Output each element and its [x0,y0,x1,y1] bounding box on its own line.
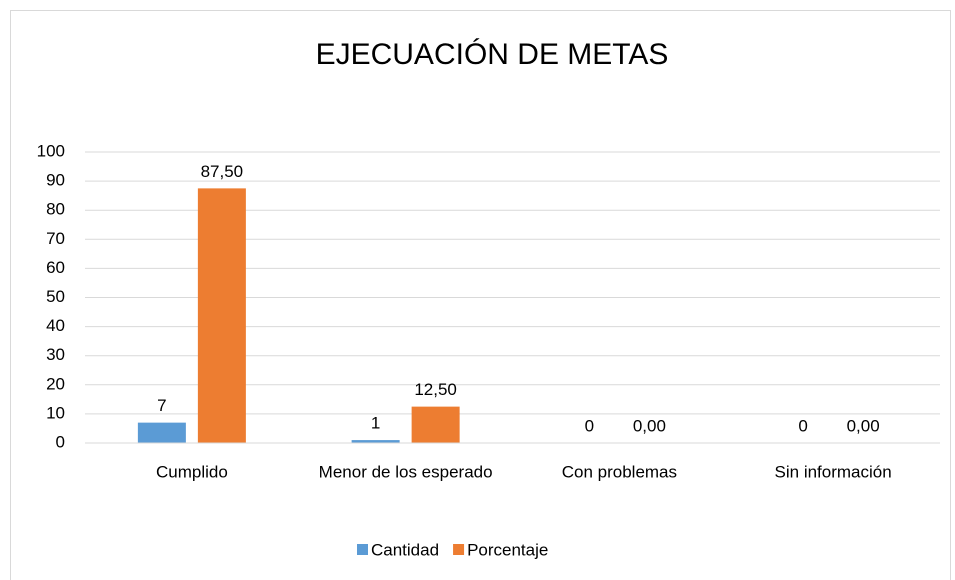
y-tick-label: 60 [46,258,65,277]
y-tick-label: 80 [46,200,65,219]
y-tick-label: 50 [46,287,65,306]
legend-swatch [357,544,368,555]
data-label: 0,00 [633,416,666,435]
bar [137,422,186,443]
y-tick-label: 10 [46,403,65,422]
y-tick-label: 70 [46,229,65,248]
data-label: 12,50 [414,380,457,399]
y-tick-label: 100 [37,141,65,160]
chart-title: EJECUACIÓN DE METAS [316,38,669,71]
bar [351,440,400,443]
data-label: 7 [157,396,166,415]
y-tick-label: 30 [46,345,65,364]
bar [197,188,246,443]
x-tick-label: Menor de los esperado [319,462,493,481]
y-tick-label: 20 [46,374,65,393]
data-label: 1 [371,414,380,433]
legend-label: Porcentaje [467,540,548,559]
y-tick-label: 40 [46,316,65,335]
data-label: 0,00 [847,416,880,435]
x-tick-label: Sin información [775,462,892,481]
legend-swatch [453,544,465,555]
legend-label: Cantidad [371,540,439,559]
bar [411,406,460,443]
data-label: 0 [585,416,594,435]
data-label: 87,50 [201,162,244,181]
y-tick-label: 0 [56,432,65,451]
x-tick-label: Cumplido [156,462,228,481]
chart-frame [10,10,951,580]
data-label: 0 [798,416,807,435]
y-tick-label: 90 [46,171,65,190]
x-tick-label: Con problemas [562,462,677,481]
